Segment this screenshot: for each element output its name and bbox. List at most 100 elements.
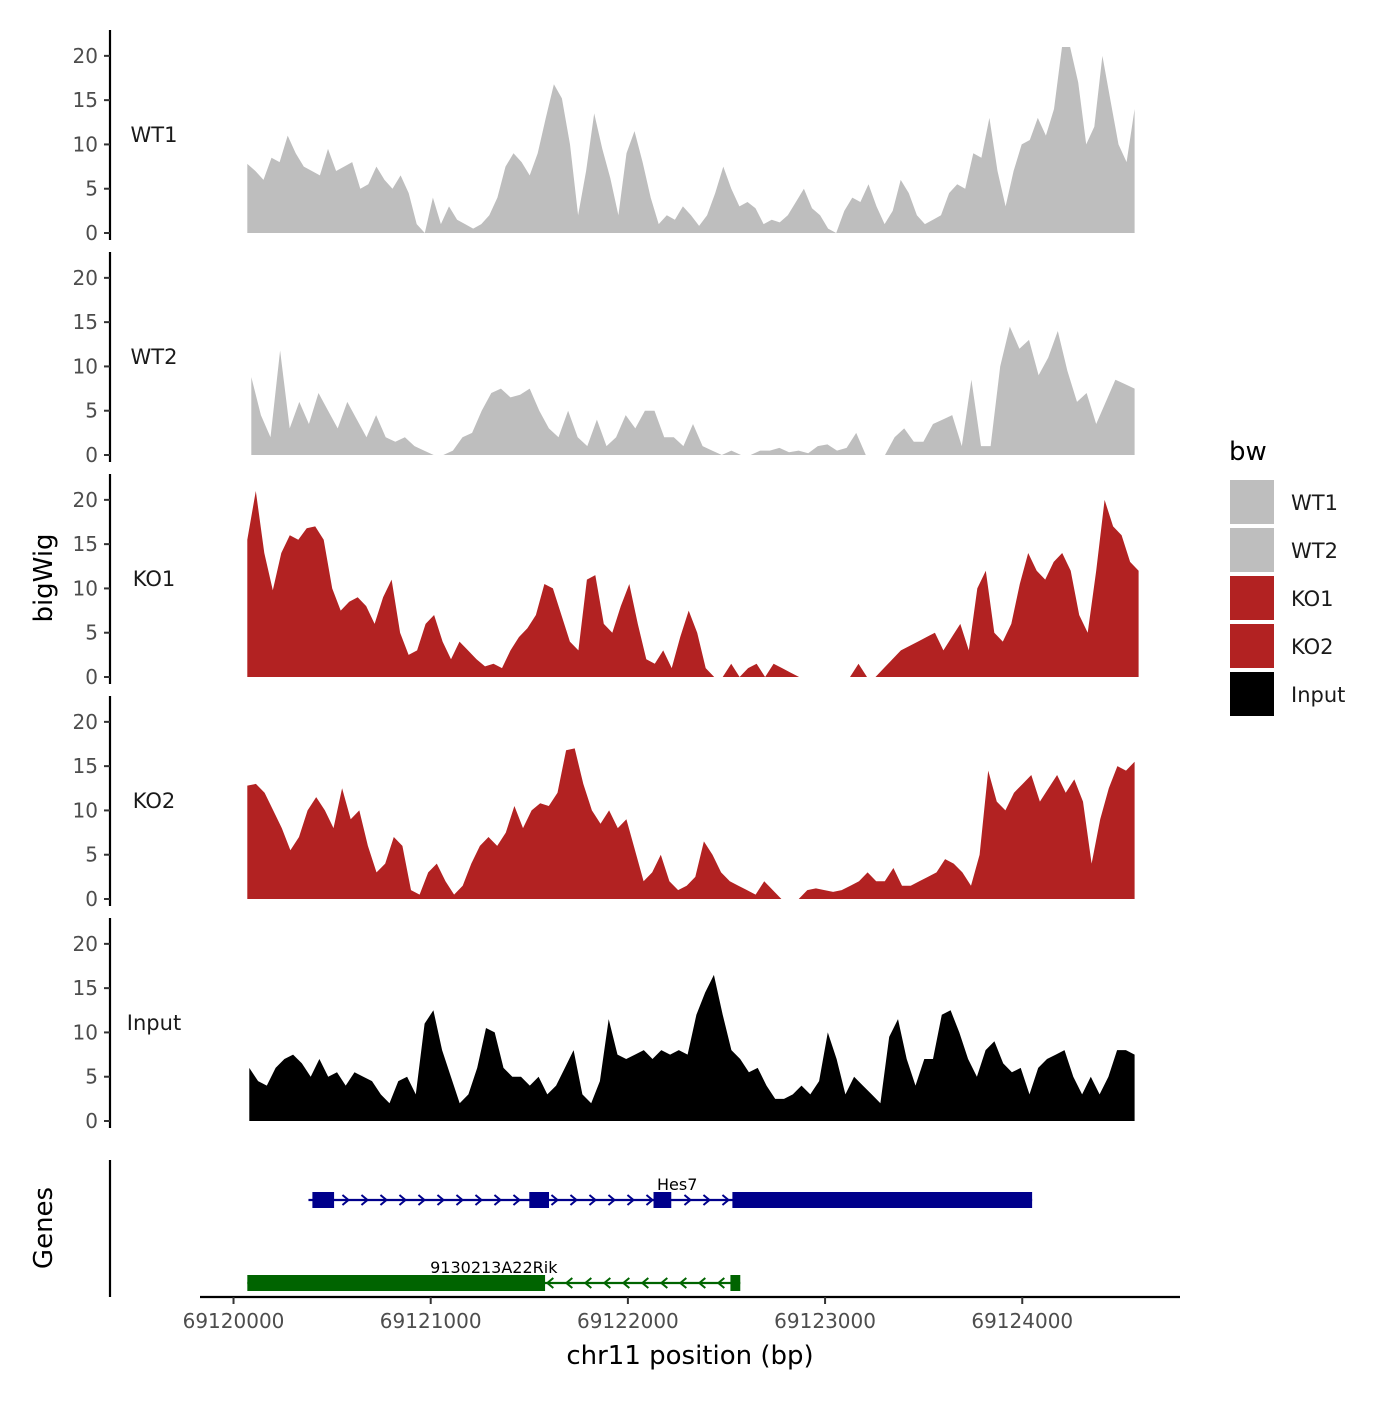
strand-chevron [493,1194,503,1206]
legend-label-wt1: WT1 [1291,491,1338,515]
y-axis-title: bigWig [29,533,59,622]
y-tick-label: 15 [73,310,98,334]
legend-key-input [1230,672,1274,716]
gene-exon [653,1192,672,1208]
strand-chevron [545,1277,554,1289]
area-wt1 [247,47,1135,233]
panel-label-ko2: KO2 [133,789,176,813]
track-panels: 0 5 10 15 20 WT1 0 5 10 15 20 WT2 0 5 10 15 20 KO1 0 5 10 15 2… [73,30,1139,1133]
legend-key-wt1 [1230,480,1274,524]
y-tick-label: 20 [73,266,98,290]
strand-chevron [360,1194,370,1206]
y-tick-label: 5 [85,1065,98,1089]
strand-chevron [550,1194,560,1206]
strand-chevron [645,1194,655,1206]
strand-chevron [721,1194,731,1206]
strand-chevron [455,1194,465,1206]
strand-chevron [583,1277,592,1289]
strand-chevron [512,1194,522,1206]
y-tick-label: 15 [73,532,98,556]
gene-label: 9130213A22Rik [430,1258,558,1277]
y-tick-label: 0 [85,443,98,467]
gene-exon [730,1275,741,1291]
y-tick-label: 10 [73,798,98,822]
panel-ko1: 0 5 10 15 20 KO1 [73,474,1139,689]
y-tick-label: 15 [73,88,98,112]
x-tick-label: 69124000 [971,1309,1073,1333]
strand-chevron [417,1194,427,1206]
y-tick-label: 15 [73,754,98,778]
area-ko1 [247,491,1139,677]
x-tick-label: 69121000 [380,1309,482,1333]
panel-label-input: Input [127,1011,181,1035]
strand-chevron [678,1277,687,1289]
panel-wt2: 0 5 10 15 20 WT2 [73,252,1135,467]
y-tick-label: 15 [73,976,98,1000]
strand-chevron [621,1277,630,1289]
legend-title: bw [1229,437,1267,467]
genes-axis-title: Genes [29,1187,59,1269]
strand-chevron [659,1277,668,1289]
x-axis: 69120000 69121000 69122000 69123000 69124000 [183,1295,1180,1333]
panel-label-ko1: KO1 [133,567,176,591]
gene-label: Hes7 [657,1175,697,1194]
y-tick-label: 20 [73,44,98,68]
legend-key-ko1 [1230,576,1274,620]
panel-label-wt1: WT1 [131,123,178,147]
x-axis-title: chr11 position (bp) [566,1341,813,1371]
strand-chevron [436,1194,446,1206]
strand-chevron [683,1194,693,1206]
y-tick-label: 20 [73,710,98,734]
strand-chevron [716,1277,725,1289]
strand-chevron [398,1194,408,1206]
strand-chevron [640,1277,649,1289]
y-tick-label: 5 [85,399,98,423]
gene-track: Hes7 9130213A22Rik [108,1160,1033,1297]
y-tick-label: 20 [73,932,98,956]
area-wt2 [251,326,1135,455]
strand-chevron [564,1277,573,1289]
panel-label-wt2: WT2 [131,345,178,369]
strand-chevron [569,1194,579,1206]
strand-chevron [626,1194,636,1206]
legend-label-wt2: WT2 [1291,539,1338,563]
y-tick-label: 10 [73,1020,98,1044]
strand-chevron [341,1194,351,1206]
strand-chevron [602,1277,611,1289]
y-tick-label: 20 [73,488,98,512]
y-tick-label: 0 [85,665,98,689]
legend-label-ko1: KO1 [1291,587,1334,611]
strand-chevron [697,1277,706,1289]
gene-hes7: Hes7 [308,1175,1033,1208]
strand-chevron [379,1194,389,1206]
y-tick-label: 10 [73,576,98,600]
gene-exon [732,1192,1033,1208]
gene-exon [312,1192,335,1208]
strand-chevron [702,1194,712,1206]
y-tick-label: 0 [85,887,98,911]
panel-input: 0 5 10 15 20 Input [73,918,1135,1133]
y-tick-label: 5 [85,843,98,867]
strand-chevron [607,1194,617,1206]
y-tick-label: 10 [73,354,98,378]
x-tick-label: 69120000 [183,1309,285,1333]
gene-exon [529,1192,550,1208]
y-tick-label: 5 [85,177,98,201]
legend-key-wt2 [1230,528,1274,572]
legend-label-ko2: KO2 [1291,635,1334,659]
legend-key-ko2 [1230,624,1274,668]
strand-chevron [474,1194,484,1206]
panel-ko2: 0 5 10 15 20 KO2 [73,696,1135,911]
legend-label-input: Input [1291,683,1345,707]
y-tick-label: 0 [85,1109,98,1133]
y-tick-label: 5 [85,621,98,645]
panel-wt1: 0 5 10 15 20 WT1 [73,30,1135,245]
gene-9130213a22rik: 9130213A22Rik [247,1258,741,1291]
y-tick-label: 0 [85,221,98,245]
x-tick-label: 69122000 [577,1309,679,1333]
legend: bw WT1 WT2 KO1 KO2 Input [1229,437,1345,716]
y-tick-label: 10 [73,132,98,156]
gene-exon [247,1275,546,1291]
